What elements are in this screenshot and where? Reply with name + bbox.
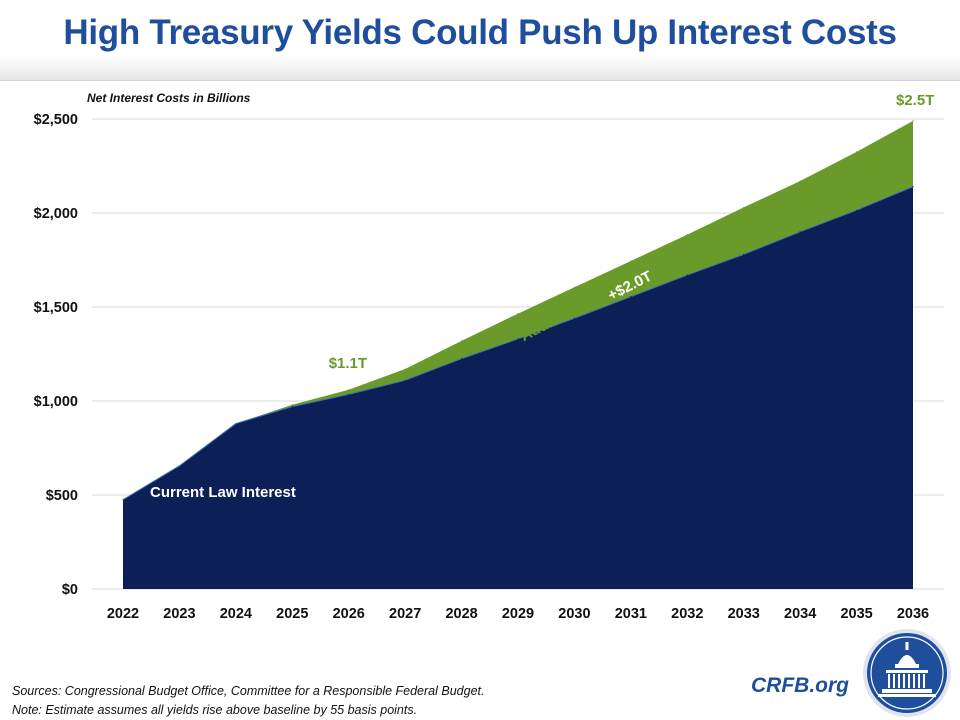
additional-interest-point bbox=[630, 260, 632, 262]
current-law-point bbox=[573, 317, 576, 319]
x-tick-label: 2030 bbox=[558, 606, 590, 622]
current-law-point bbox=[912, 186, 914, 188]
current-law-point bbox=[686, 274, 688, 276]
current-law-point bbox=[743, 253, 745, 255]
x-tick-label: 2034 bbox=[784, 606, 816, 622]
x-tick-label: 2028 bbox=[445, 606, 477, 622]
note-line: Note: Estimate assumes all yields rise a… bbox=[12, 703, 418, 717]
additional-interest-point bbox=[743, 206, 745, 208]
x-tick-label: 2026 bbox=[333, 606, 365, 622]
additional-interest-point bbox=[686, 234, 688, 236]
x-tick-label: 2029 bbox=[502, 606, 534, 622]
current-law-point bbox=[855, 209, 858, 211]
x-tick-label: 2035 bbox=[840, 606, 872, 622]
current-law-point bbox=[460, 358, 463, 360]
x-tick-label: 2032 bbox=[671, 606, 703, 622]
x-tick-label: 2024 bbox=[220, 606, 252, 622]
additional-interest-point bbox=[235, 422, 237, 425]
additional-interest-point bbox=[404, 368, 406, 370]
x-tick-label: 2027 bbox=[389, 606, 421, 622]
chart-subtitle: Net Interest Costs in Billions bbox=[87, 91, 251, 105]
additional-interest-point bbox=[178, 465, 181, 467]
page-title: High Treasury Yields Could Push Up Inter… bbox=[63, 13, 897, 52]
brand-link[interactable]: CRFB.org bbox=[751, 674, 849, 697]
additional-interest-point bbox=[460, 340, 463, 342]
current-law-point bbox=[348, 393, 350, 396]
additional-interest-point bbox=[912, 120, 914, 122]
y-tick-label: $2,000 bbox=[34, 206, 78, 222]
current-law-point bbox=[799, 231, 801, 233]
additional-interest-point bbox=[348, 389, 350, 391]
x-tick-label: 2023 bbox=[163, 606, 195, 622]
interest-cost-chart: $0 $500 $1,000 $1,500 $2,000 $2,500 2022 2023 2… bbox=[34, 91, 944, 622]
y-tick-label: $2,500 bbox=[34, 112, 78, 128]
additional-interest-point bbox=[573, 286, 576, 288]
y-tick-label: $1,000 bbox=[34, 394, 78, 410]
current-law-interest-area bbox=[123, 186, 913, 589]
current-law-point bbox=[517, 338, 519, 340]
x-tick-label: 2025 bbox=[276, 606, 308, 622]
x-tick-label: 2031 bbox=[615, 606, 647, 622]
capitol-seal-logo bbox=[863, 629, 951, 717]
x-tick-label: 2033 bbox=[728, 606, 760, 622]
y-tick-label: $0 bbox=[62, 582, 78, 598]
current-law-point bbox=[291, 406, 293, 408]
additional-interest-point bbox=[517, 312, 519, 315]
title-bar: High Treasury Yields Could Push Up Inter… bbox=[0, 0, 960, 81]
additional-interest-point bbox=[799, 180, 801, 182]
y-tick-label: $1,500 bbox=[34, 300, 78, 316]
current-law-point bbox=[630, 296, 632, 298]
label-total-2026: $1.1T bbox=[329, 355, 367, 372]
label-total-2036: $2.5T bbox=[896, 92, 934, 109]
additional-interest-point bbox=[855, 151, 858, 153]
x-tick-label: 2022 bbox=[107, 606, 139, 622]
current-law-label: Current Law Interest bbox=[150, 484, 296, 501]
current-law-point bbox=[404, 379, 406, 381]
additional-interest-point bbox=[122, 499, 124, 501]
source-notes: Sources: Congressional Budget Office, Co… bbox=[12, 682, 484, 720]
x-tick-label: 2036 bbox=[897, 606, 929, 622]
additional-interest-point bbox=[291, 404, 293, 406]
sources-line: Sources: Congressional Budget Office, Co… bbox=[12, 684, 485, 698]
y-tick-label: $500 bbox=[46, 488, 78, 504]
